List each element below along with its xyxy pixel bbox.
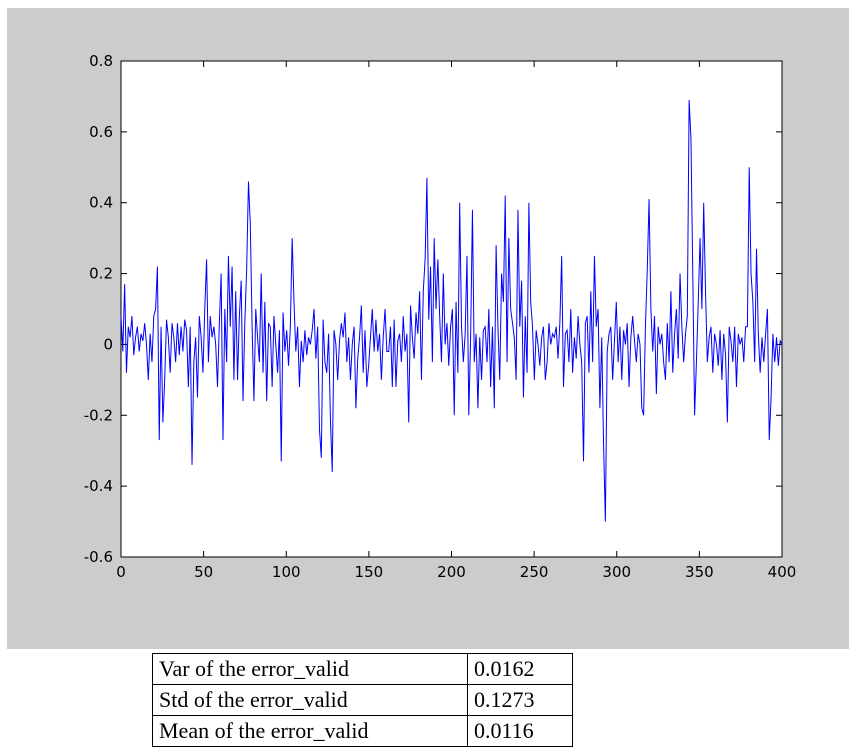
y-tick-labels: 0.8 0.6 0.4 0.2 0 -0.2 -0.4 -0.6 [84,52,113,566]
y-tick-label: -0.6 [84,548,113,566]
x-tick-label: 250 [520,563,549,581]
table-row: Std of the error_valid 0.1273 [152,684,573,716]
figure-panel: 0 50 100 150 200 250 300 350 400 0.8 0.6 0.4 0.2 0 -0… [7,8,849,649]
y-tick-label: 0 [103,335,113,353]
y-tick-label: 0.8 [89,52,113,70]
y-tick-label: -0.4 [84,477,113,495]
x-tick-label: 200 [437,563,466,581]
x-tick-label: 100 [272,563,301,581]
stat-value-std: 0.1273 [467,684,573,716]
table-row: Var of the error_valid 0.0162 [152,653,573,685]
y-tick-label: 0.4 [89,194,113,212]
table-row: Mean of the error_valid 0.0116 [152,715,573,747]
stats-table: Var of the error_valid 0.0162 Std of the… [152,653,573,747]
stat-value-var: 0.0162 [467,653,573,685]
x-tick-label: 350 [685,563,714,581]
x-tick-label: 300 [602,563,631,581]
error-line-chart: 0 50 100 150 200 250 300 350 400 0.80.60.40.20-0… [84,52,797,581]
tick-marks [120,60,783,558]
y-tick-label: -0.2 [84,406,113,424]
stat-value-mean: 0.0116 [467,715,573,747]
stat-label-std: Std of the error_valid [152,684,468,716]
x-tick-label: 0 [116,563,126,581]
series-line-error-valid [120,99,783,522]
x-tick-label: 400 [768,563,797,581]
y-tick-label: 0.2 [89,265,113,283]
x-tick-labels: 0 50 100 150 200 250 300 350 400 [116,563,796,581]
stat-label-mean: Mean of the error_valid [152,715,468,747]
x-tick-label: 150 [355,563,384,581]
stat-label-var: Var of the error_valid [152,653,468,685]
y-tick-label: 0.6 [89,123,113,141]
x-tick-label: 50 [194,563,213,581]
